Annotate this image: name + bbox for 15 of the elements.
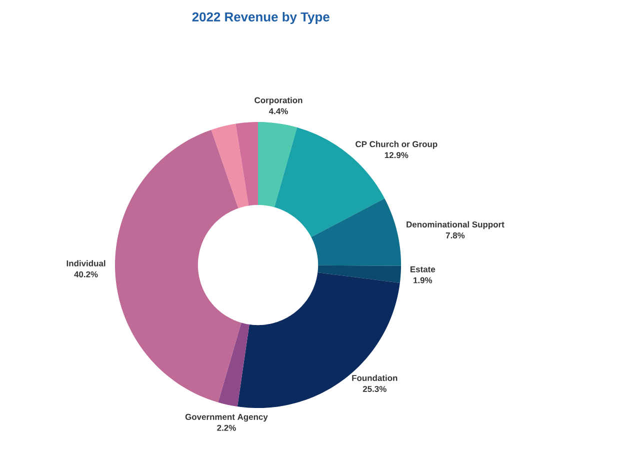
slice-label: Denominational Support [406, 221, 504, 230]
data-label: 2.2% [217, 424, 236, 431]
data-label: 12.9% [384, 152, 408, 158]
slice-label: Estate [410, 266, 436, 272]
chart-title: 2022 Revenue by Type [192, 12, 330, 24]
data-label: 40.2% [74, 271, 98, 278]
slice-label: CP Church or Group [356, 140, 438, 149]
slice-label: Corporation [254, 96, 302, 105]
data-label: 7.8% [446, 232, 465, 238]
slice-label: Government Agency [185, 414, 268, 422]
slice-label: Individual [66, 260, 106, 266]
data-label: 1.9% [414, 277, 432, 284]
slice-label: Foundation [352, 374, 398, 381]
data-label: 25.3% [362, 386, 386, 392]
data-label: 4.4% [268, 108, 288, 114]
